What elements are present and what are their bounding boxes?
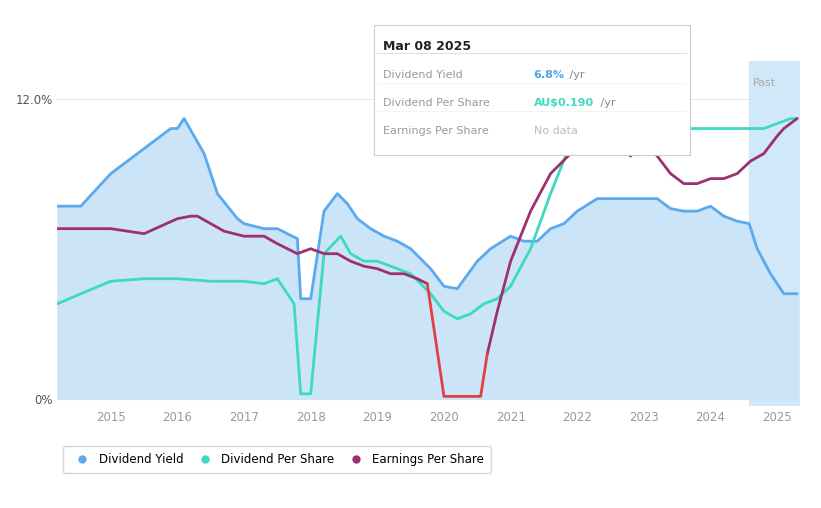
- Text: Earnings Per Share: Earnings Per Share: [383, 126, 489, 136]
- Text: /yr: /yr: [566, 70, 585, 80]
- Text: No data: No data: [534, 126, 577, 136]
- Text: /yr: /yr: [597, 98, 616, 108]
- Text: AU$0.190: AU$0.190: [534, 98, 594, 108]
- Text: Dividend Yield: Dividend Yield: [383, 70, 463, 80]
- Text: Mar 08 2025: Mar 08 2025: [383, 40, 471, 53]
- Text: Dividend Per Share: Dividend Per Share: [383, 98, 490, 108]
- Text: Past: Past: [753, 78, 776, 88]
- Text: 6.8%: 6.8%: [534, 70, 565, 80]
- Legend: Dividend Yield, Dividend Per Share, Earnings Per Share: Dividend Yield, Dividend Per Share, Earn…: [63, 446, 491, 473]
- Bar: [750, 61, 800, 406]
